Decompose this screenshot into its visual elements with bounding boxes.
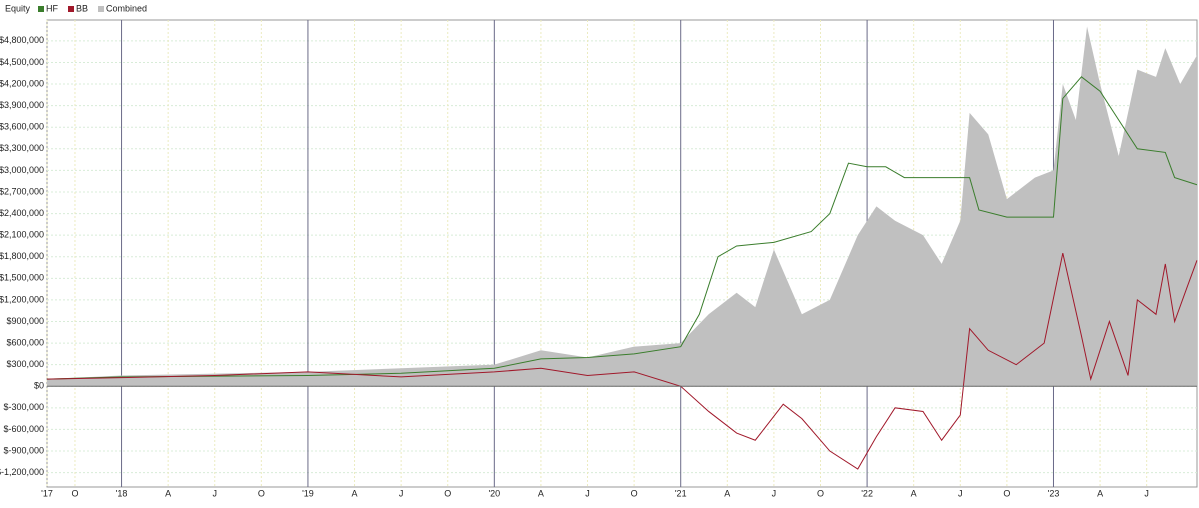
y-tick-label: $1,200,000 [0,294,44,304]
y-tick-label: $4,500,000 [0,57,44,67]
x-tick-label: A [724,488,730,498]
x-tick-label: '23 [1048,488,1060,498]
x-tick-label: A [538,488,544,498]
x-tick-label: O [258,488,265,498]
x-tick-label: J [958,488,963,498]
y-tick-label: $1,500,000 [0,273,44,283]
y-tick-label: $1,800,000 [0,251,44,261]
x-tick-label: J [585,488,590,498]
legend-swatch [98,6,105,12]
line [46,76,1198,380]
y-tick-label: $2,100,000 [0,230,44,240]
x-tick-label: '21 [675,488,687,498]
y-tick-label: $4,800,000 [0,35,44,45]
x-tick-label: '18 [116,488,128,498]
y-tick-label: $-900,000 [3,445,44,455]
area [47,26,1197,387]
x-tick-label: O [1003,488,1010,498]
legend-swatch [38,6,44,12]
y-tick-label: $3,600,000 [0,122,44,132]
y-tick-label: $-1,200,000 [0,467,44,477]
x-tick-label: O [817,488,824,498]
legend-label: BB [76,3,88,13]
x-tick-label: A [165,488,171,498]
x-tick-label: J [1144,488,1149,498]
y-tick-label: $3,000,000 [0,165,44,175]
x-tick-label: A [1097,488,1103,498]
y-tick-label: $-300,000 [3,402,44,412]
x-tick-label: J [212,488,217,498]
x-tick-label: O [631,488,638,498]
y-tick-label: $4,200,000 [0,78,44,88]
x-tick-label: O [444,488,451,498]
legend-swatch [68,6,74,12]
y-tick-label: $900,000 [6,316,44,326]
x-tick-label: '20 [488,488,500,498]
y-tick-label: $0 [34,381,44,391]
x-tick-label: '17 [41,488,53,498]
y-tick-label: $2,700,000 [0,186,44,196]
x-tick-label: A [352,488,358,498]
legend-label: Combined [106,3,147,13]
x-tick-label: J [772,488,777,498]
x-tick-label: O [71,488,78,498]
y-tick-label: $2,400,000 [0,208,44,218]
x-tick-label: J [399,488,404,498]
y-tick-label: $600,000 [6,337,44,347]
x-tick-label: A [911,488,917,498]
chart-title: Equity [5,3,31,13]
y-tick-label: $300,000 [6,359,44,369]
y-tick-label: $-600,000 [3,424,44,434]
y-tick-label: $3,300,000 [0,143,44,153]
legend-label: HF [46,3,58,13]
line [46,253,1198,470]
y-tick-label: $3,900,000 [0,100,44,110]
x-tick-label: '22 [861,488,873,498]
x-tick-label: '19 [302,488,314,498]
